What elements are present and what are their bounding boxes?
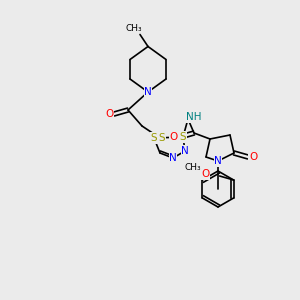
Text: CH₃: CH₃ — [184, 164, 201, 172]
Text: S: S — [159, 133, 165, 143]
Text: NH: NH — [186, 112, 202, 122]
Text: S: S — [151, 133, 157, 143]
Text: N: N — [144, 87, 152, 97]
Text: N: N — [214, 156, 222, 166]
Text: O: O — [170, 132, 178, 142]
Text: O: O — [202, 169, 210, 179]
Text: CH₃: CH₃ — [126, 24, 142, 33]
Text: N: N — [169, 153, 177, 163]
Text: N: N — [181, 146, 189, 156]
Text: O: O — [249, 152, 257, 162]
Text: S: S — [180, 132, 186, 142]
Text: O: O — [105, 109, 113, 119]
